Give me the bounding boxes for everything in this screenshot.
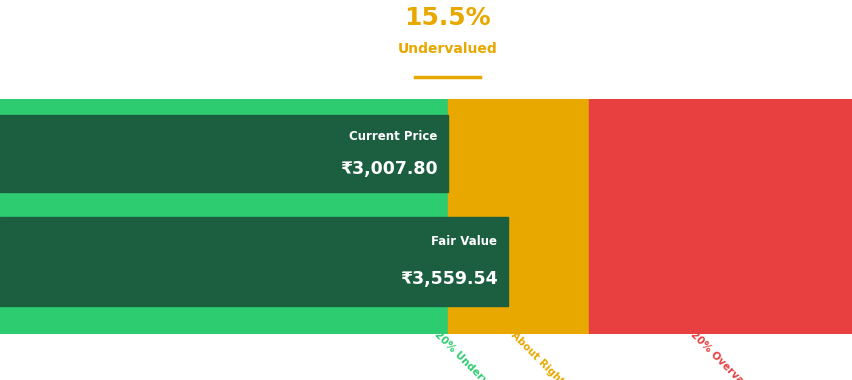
Text: Undervalued: Undervalued [398, 43, 497, 56]
Text: About Right: About Right [509, 329, 565, 380]
Text: Fair Value: Fair Value [431, 235, 497, 248]
Bar [588, 99, 852, 334]
Bar [0, 115, 447, 192]
Bar [0, 217, 507, 306]
Text: 20% Overvalued: 20% Overvalued [688, 329, 762, 380]
Text: 15.5%: 15.5% [404, 6, 491, 30]
Text: Current Price: Current Price [348, 130, 437, 143]
Bar [0, 99, 447, 334]
Text: 20% Undervalued: 20% Undervalued [432, 329, 512, 380]
Text: ₹3,559.54: ₹3,559.54 [400, 270, 497, 288]
Bar [447, 99, 588, 334]
Text: ₹3,007.80: ₹3,007.80 [340, 160, 437, 178]
